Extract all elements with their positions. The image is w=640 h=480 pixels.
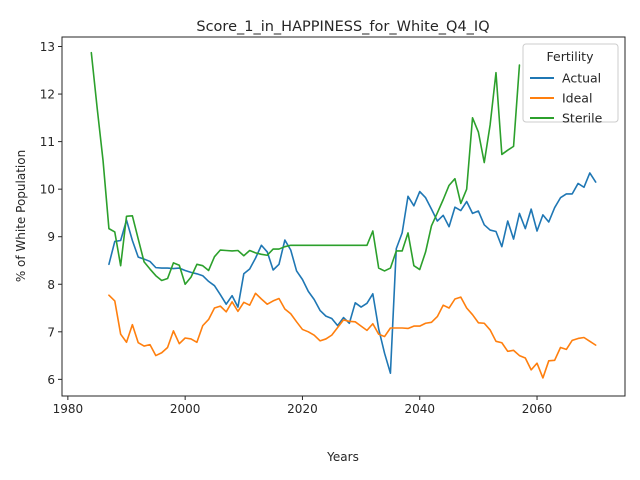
- legend: Fertility Actual Ideal Sterile: [522, 43, 619, 126]
- series-line-sterile: [90, 51, 521, 286]
- x-tick-label: 2060: [522, 402, 553, 416]
- legend-title: Fertility: [547, 49, 595, 64]
- legend-label-sterile: Sterile: [562, 111, 603, 126]
- y-tick-label: 7: [47, 325, 55, 339]
- plot-frame: [61, 36, 626, 397]
- y-tick-label: 9: [47, 230, 55, 244]
- x-axis: 1980 2000 2020 2040 2060: [53, 396, 553, 416]
- y-tick-label: 6: [47, 373, 55, 387]
- legend-box: [522, 43, 619, 123]
- chart-title: Score_1_in_HAPPINESS_for_White_Q4_IQ: [196, 19, 489, 35]
- y-tick-label: 10: [40, 183, 55, 197]
- y-axis: 6 7 8 9 10 11 12 13: [40, 40, 62, 387]
- plot-lines: [90, 51, 597, 379]
- y-tick-label: 13: [40, 40, 55, 54]
- x-tick-label: 1980: [53, 402, 84, 416]
- series-line-ideal: [108, 292, 597, 379]
- x-tick-label: 2000: [170, 402, 201, 416]
- y-axis-label: % of White Population: [14, 150, 28, 282]
- x-tick-label: 2040: [404, 402, 435, 416]
- y-tick-label: 8: [47, 278, 55, 292]
- x-tick-label: 2020: [287, 402, 318, 416]
- series-line-actual: [108, 172, 597, 374]
- legend-label-ideal: Ideal: [562, 91, 592, 106]
- y-tick-label: 11: [40, 135, 55, 149]
- legend-entries: Actual Ideal Sterile: [530, 71, 603, 126]
- y-tick-label: 12: [40, 88, 55, 102]
- x-axis-label: Years: [326, 450, 359, 464]
- legend-label-actual: Actual: [562, 71, 601, 86]
